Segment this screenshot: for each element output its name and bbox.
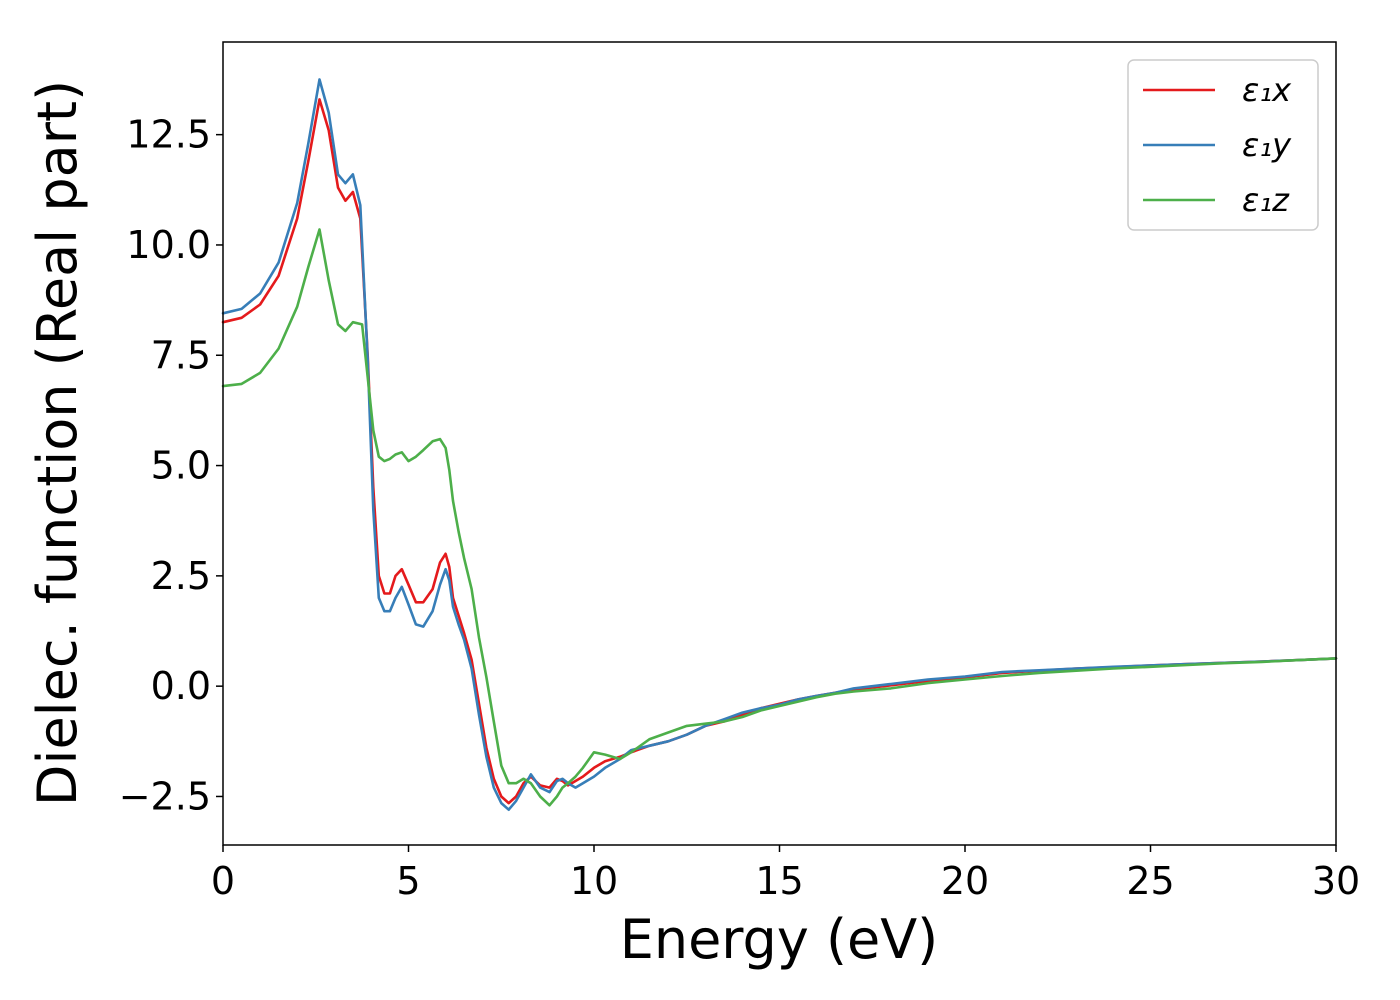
x-axis-title: Energy (eV)	[620, 908, 939, 971]
legend-label: ε₁y	[1242, 126, 1292, 164]
x-tick-label: 15	[755, 859, 803, 903]
series-layer	[221, 78, 1338, 811]
x-tick-label: 20	[941, 859, 989, 903]
legend-box	[1127, 59, 1319, 231]
x-tick-label: 5	[396, 859, 420, 903]
y-tick-label: 12.5	[126, 113, 211, 157]
series-line-3	[221, 228, 1338, 807]
x-axis: 0 5 10 15 20 25 30	[211, 845, 1360, 903]
y-tick-label: 5.0	[151, 444, 211, 488]
y-tick-label: 7.5	[151, 333, 211, 377]
x-tick-label: 10	[570, 859, 618, 903]
y-axis: −2.5 0.0 2.5 5.0 7.5 10.0 12.5	[119, 113, 223, 818]
y-tick-label: −2.5	[119, 774, 211, 818]
x-tick-label: 30	[1312, 859, 1360, 903]
y-tick-label: 2.5	[151, 554, 211, 598]
legend-label: ε₁x	[1242, 71, 1292, 109]
legend-label: ε₁z	[1242, 181, 1290, 219]
y-tick-label: 10.0	[126, 223, 211, 267]
y-tick-label: 0.0	[151, 664, 211, 708]
x-tick-label: 0	[211, 859, 235, 903]
y-axis-title: Dielec. function (Real part)	[26, 80, 89, 806]
legend: ε₁x ε₁y ε₁z	[1127, 59, 1319, 231]
x-tick-label: 25	[1126, 859, 1174, 903]
